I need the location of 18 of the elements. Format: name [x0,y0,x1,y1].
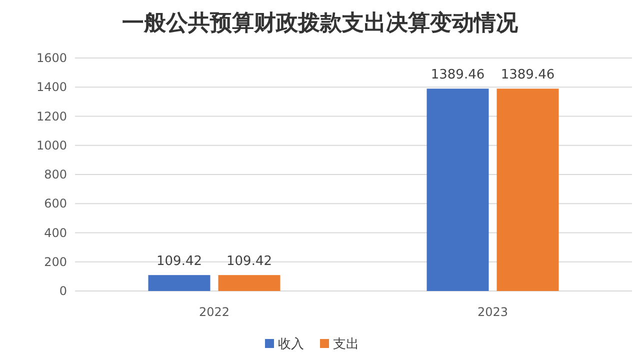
y-tick-label: 1600 [36,51,67,65]
y-tick-label: 1000 [36,138,67,152]
data-label: 109.42 [226,254,272,270]
data-label: 1389.46 [500,68,555,83]
y-tick-label: 1200 [36,109,67,124]
data-label: 1389.46 [430,68,485,83]
x-tick-label: 2023 [477,305,508,319]
y-tick-label: 800 [44,168,67,182]
y-tick-label: 200 [44,254,67,269]
y-tick-label: 1400 [36,80,67,94]
y-tick-label: 600 [44,196,67,211]
x-tick-label: 2022 [198,305,230,319]
legend-label: 支出 [333,337,359,352]
chart-title: 一般公共预算财政拨款支出决算变动情况 [122,10,519,36]
legend-label: 收入 [278,337,304,352]
data-label: 109.42 [156,254,202,270]
y-tick-label: 400 [44,226,67,240]
y-tick-label: 0 [59,284,67,298]
